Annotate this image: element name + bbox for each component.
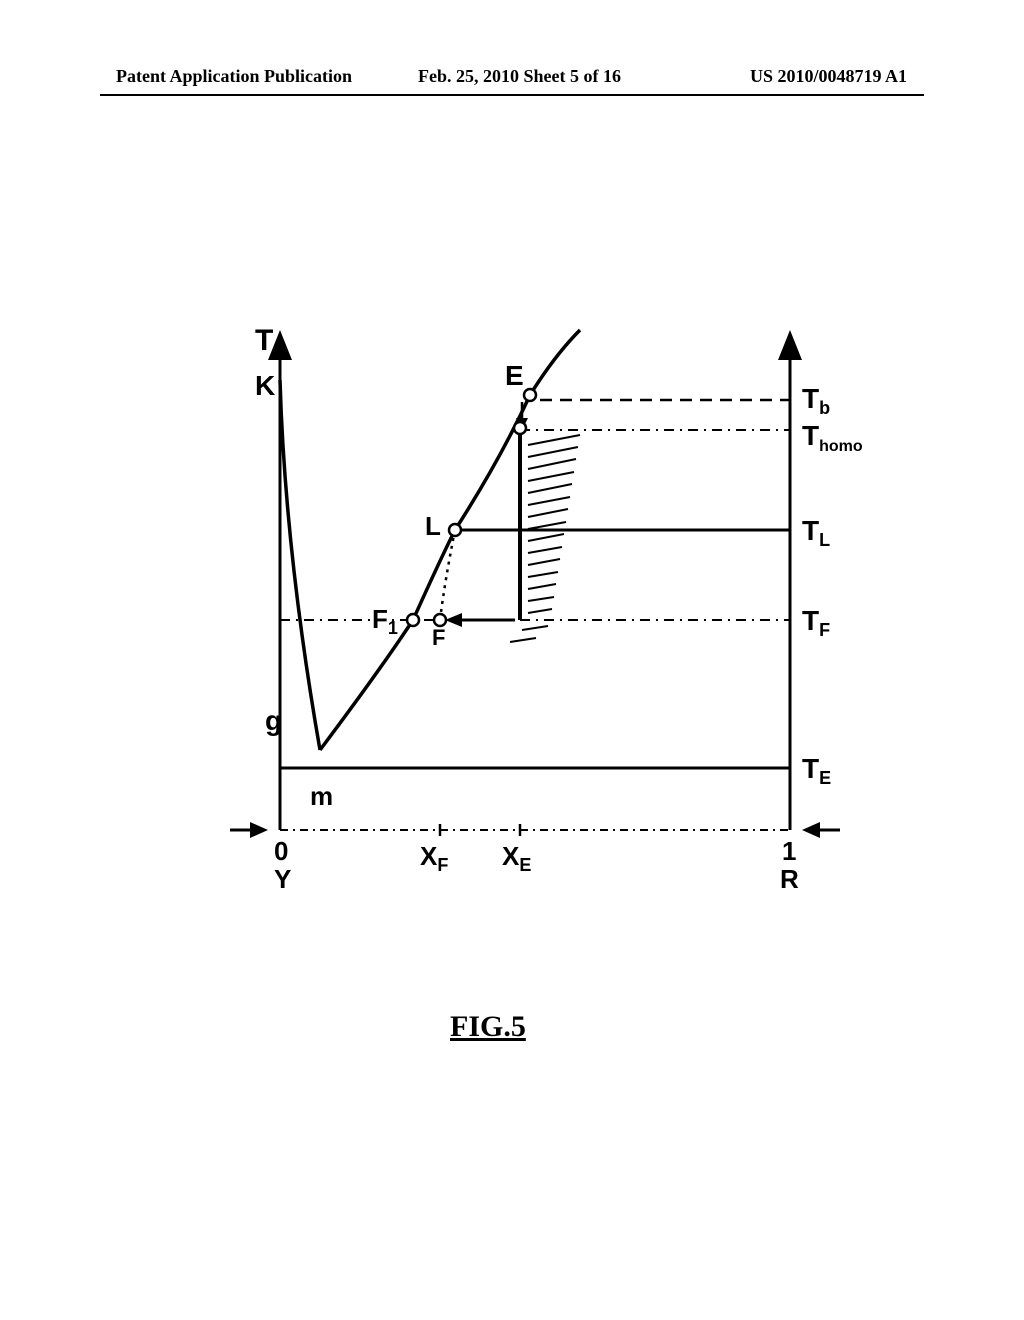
point-E-circle [524,389,536,401]
TE-label: TE [802,753,831,788]
header-publication-type: Patent Application Publication [116,66,352,87]
Tb-label: Tb [802,383,830,418]
x-origin-value: 0 [274,836,288,866]
L-label: L [425,511,441,541]
xE-label: XE [502,841,531,875]
F1-label: F1 [372,604,398,638]
TF-label: TF [802,605,830,640]
liquidus-curve [320,330,580,750]
figure-number-label: FIG.5 [450,1010,526,1044]
E-label: E [505,360,524,391]
x-origin-label: Y [274,864,291,894]
header-date-sheet: Feb. 25, 2010 Sheet 5 of 16 [418,66,621,87]
point-F1-circle [407,614,419,626]
m-label: m [310,781,333,811]
x-right-label: R [780,864,799,894]
g-label: g [265,705,282,736]
K-label: K [255,370,275,401]
horizontal-cooling-arrowhead [445,613,462,627]
left-inward-arrowhead [250,822,268,838]
phase-diagram-figure: T K E L F1 F g m Tb Thomo TL TF TE 0 Y X… [150,300,874,1000]
xF-label: XF [420,841,448,875]
K-curve-descending [280,380,320,750]
T-axis-label: T [255,324,273,357]
point-below-E-circle [514,422,526,434]
F-label: F [432,625,445,650]
right-inward-arrowhead [802,822,820,838]
x-right-value: 1 [782,836,796,866]
right-y-arrowhead [778,330,802,360]
phase-diagram-svg: T K E L F1 F g m Tb Thomo TL TF TE 0 Y X… [150,300,874,920]
header-publication-number: US 2010/0048719 A1 [750,66,907,87]
TL-label: TL [802,515,830,550]
point-L-circle [449,524,461,536]
header-rule [100,94,924,96]
Thomo-label: Thomo [802,420,863,455]
